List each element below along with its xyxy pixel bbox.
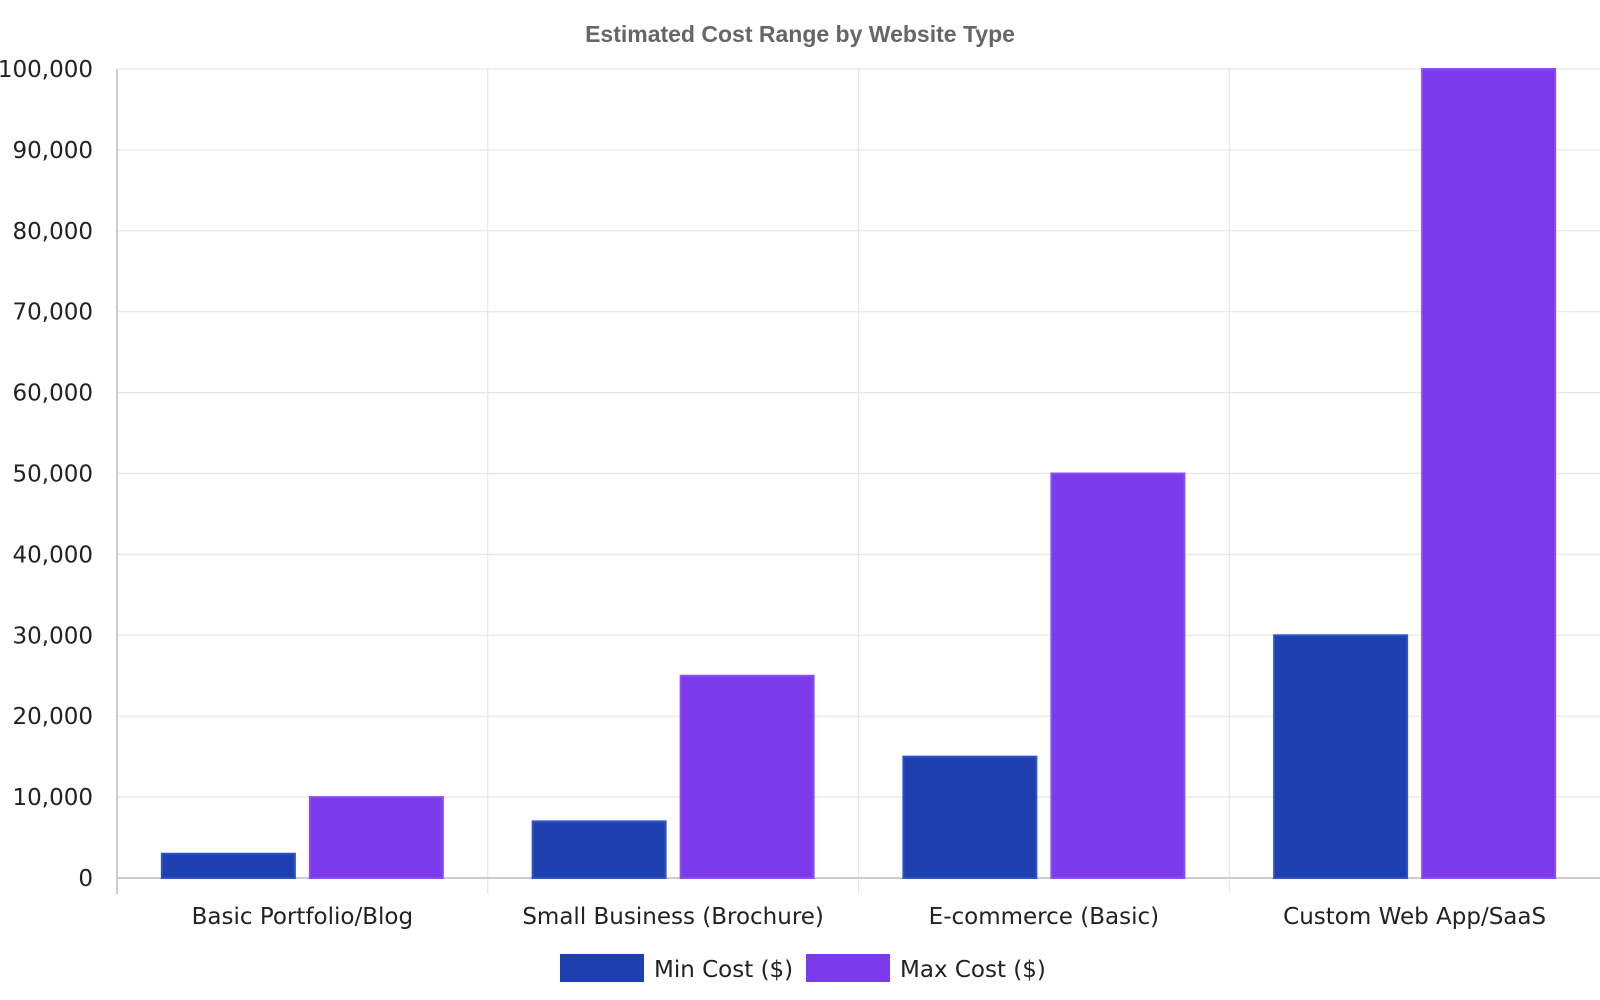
- y-tick-label: 90,000: [13, 138, 93, 164]
- bar-max-cost: [308, 796, 444, 879]
- y-tick-label: 20,000: [13, 704, 93, 730]
- legend-label: Min Cost ($): [654, 957, 793, 983]
- y-tick-label: 30,000: [13, 623, 93, 649]
- grid: [117, 68, 1600, 894]
- bar-min-cost: [902, 755, 1038, 880]
- x-tick-label: E-commerce (Basic): [929, 904, 1159, 930]
- x-axis-ticks: Basic Portfolio/Blog Small Business (Broc…: [192, 904, 1546, 930]
- bar-min-cost: [160, 852, 296, 879]
- y-tick-label: 40,000: [13, 542, 93, 568]
- y-tick-label: 0: [78, 866, 93, 892]
- chart-title: Estimated Cost Range by Website Type: [585, 21, 1015, 47]
- legend-swatch: [806, 954, 890, 982]
- bars: [160, 68, 1557, 880]
- x-tick-label: Small Business (Brochure): [522, 904, 824, 930]
- y-tick-label: 80,000: [13, 219, 93, 245]
- legend: Min Cost ($) Max Cost ($): [560, 954, 1046, 983]
- bar-max-cost: [1421, 68, 1557, 879]
- y-tick-label: 100,000: [0, 57, 93, 83]
- bar-max-cost: [1050, 472, 1186, 879]
- legend-label: Max Cost ($): [900, 957, 1046, 983]
- y-tick-label: 10,000: [13, 785, 93, 811]
- bar-min-cost: [531, 820, 667, 879]
- bar-max-cost: [679, 674, 815, 879]
- x-tick-label: Custom Web App/SaaS: [1283, 904, 1546, 930]
- y-tick-label: 70,000: [13, 300, 93, 326]
- x-tick-label: Basic Portfolio/Blog: [192, 904, 413, 930]
- bar-min-cost: [1273, 634, 1409, 879]
- legend-swatch: [560, 954, 644, 982]
- y-tick-label: 50,000: [13, 462, 93, 488]
- y-tick-label: 60,000: [13, 381, 93, 407]
- y-axis-ticks: 0 10,000 20,000 30,000 40,000 50,000 60,000 70,…: [0, 57, 93, 892]
